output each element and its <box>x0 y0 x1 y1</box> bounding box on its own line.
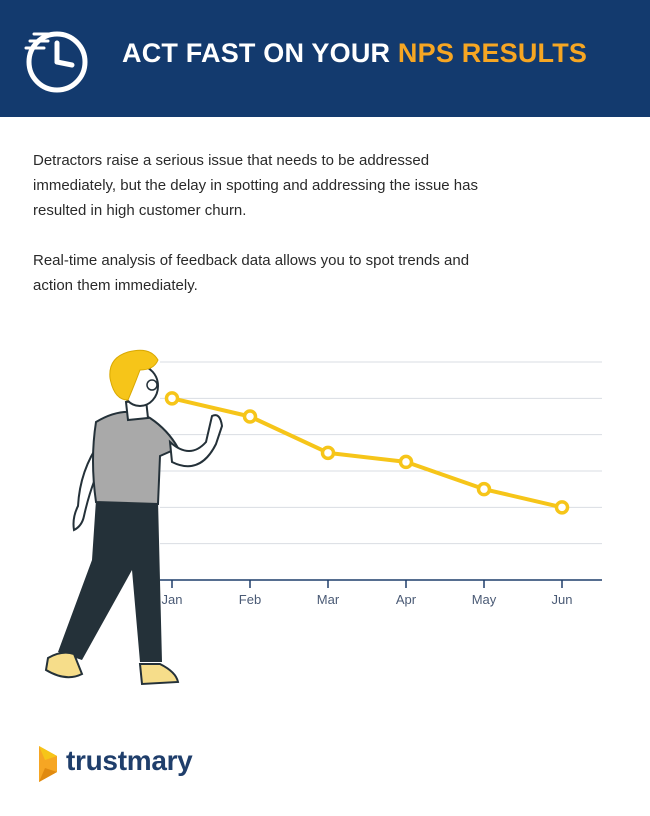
brand-name: trustmary <box>66 745 193 776</box>
clock-icon <box>24 31 88 93</box>
page-title: ACT FAST ON YOUR NPS RESULTS <box>122 38 587 69</box>
x-tick-label: Mar <box>317 592 340 607</box>
data-point <box>242 409 258 424</box>
analysis-paragraph: Real-time analysis of feedback data allo… <box>33 252 470 294</box>
x-tick-label: Jan <box>162 592 183 607</box>
chart-gridlines <box>160 361 602 545</box>
data-point <box>398 454 414 470</box>
chart-points <box>164 391 570 515</box>
x-tick-label: Jun <box>552 592 573 607</box>
data-point <box>554 500 570 515</box>
x-tick-label: May <box>472 592 497 607</box>
data-point <box>320 445 336 461</box>
title-part-main: ACT FAST ON YOUR <box>122 38 398 68</box>
title-part-accent: NPS RESULTS <box>397 38 588 68</box>
data-point <box>164 391 180 406</box>
chart-axis <box>160 579 602 588</box>
x-tick-label: Feb <box>239 592 261 607</box>
data-point <box>476 481 492 497</box>
chart-x-tick-labels: Jan Feb Mar Apr May Jun <box>162 592 573 607</box>
intro-paragraph: Detractors raise a serious issue that ne… <box>33 152 478 219</box>
trustmary-logo-icon <box>39 746 57 782</box>
x-tick-label: Apr <box>396 592 417 607</box>
chart-series-line <box>171 396 563 510</box>
header-banner: ACT FAST ON YOUR NPS RESULTS <box>0 0 650 117</box>
person-illustration <box>44 349 224 686</box>
series-line <box>171 396 563 510</box>
nps-line-chart: Jan Feb Mar Apr May Jun <box>44 349 602 686</box>
